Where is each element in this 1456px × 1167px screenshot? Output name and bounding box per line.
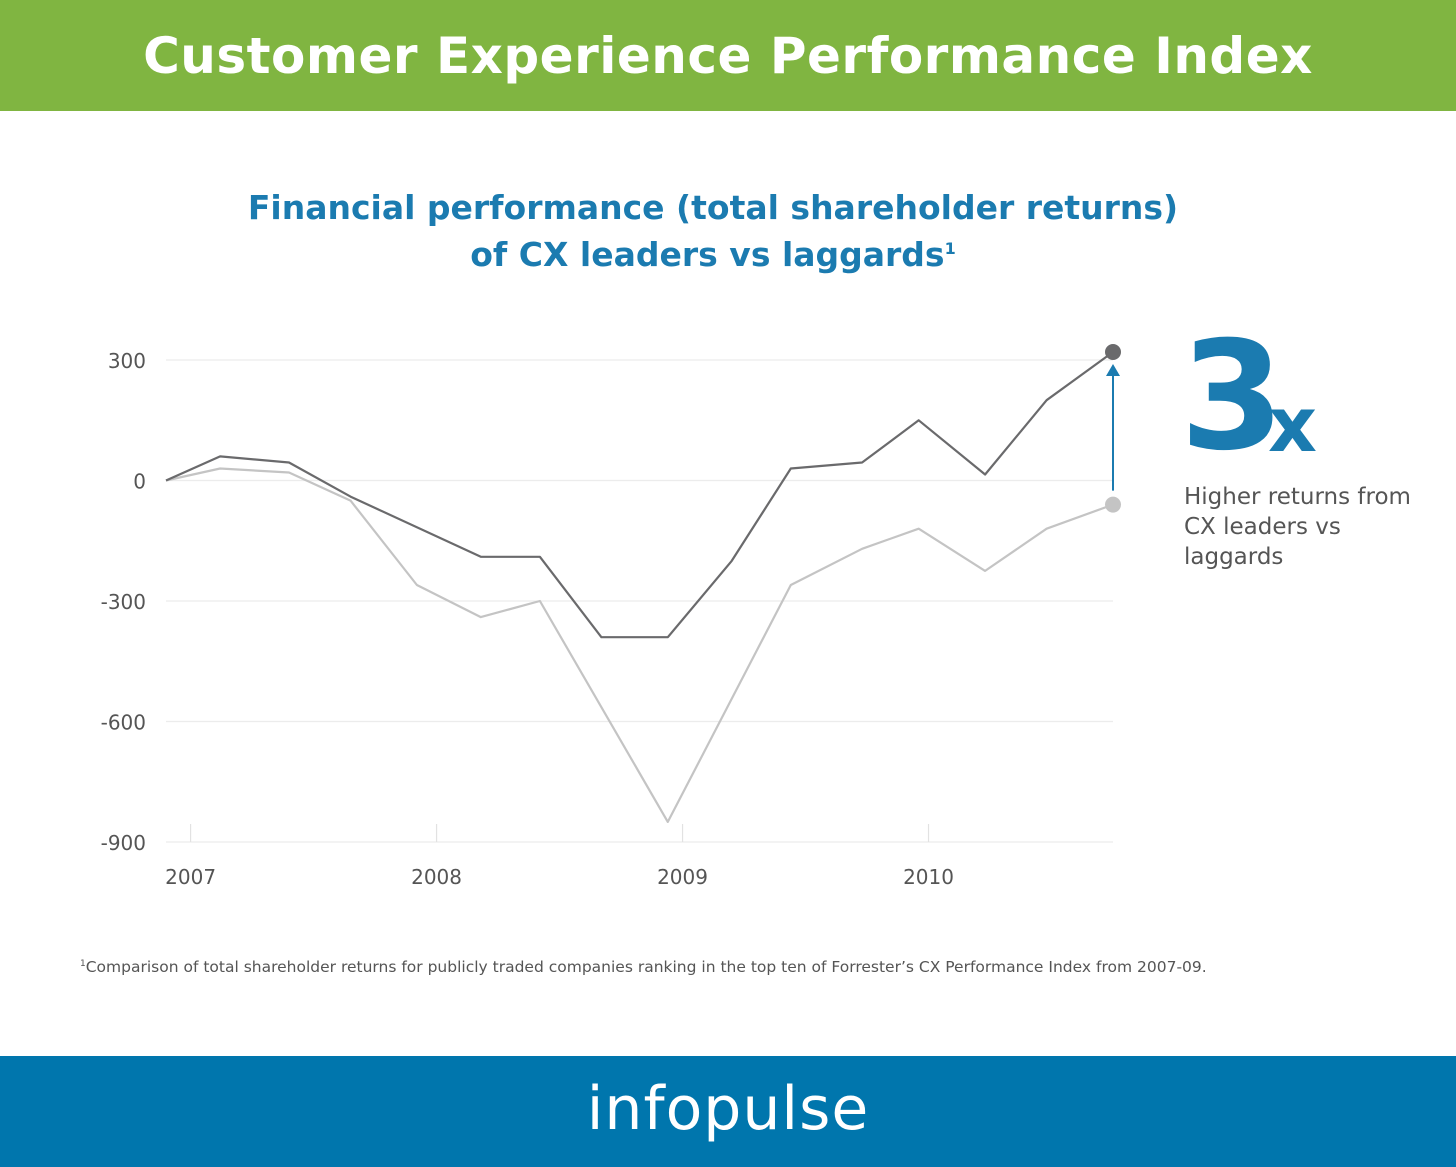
x-tick-label: 2009 xyxy=(657,865,708,889)
footnote: 1Comparison of total shareholder returns… xyxy=(80,958,1400,976)
grid-lines xyxy=(166,359,1113,843)
y-tick-label: 300 xyxy=(108,349,146,373)
comparison-arrow xyxy=(1106,364,1120,491)
footnote-text: Comparison of total shareholder returns … xyxy=(85,958,1207,976)
x-tick-label: 2007 xyxy=(165,865,216,889)
series-line-0 xyxy=(165,351,1114,639)
x-tick-label: 2008 xyxy=(411,865,462,889)
page-title: Customer Experience Performance Index xyxy=(143,26,1313,85)
chart-title: Financial performance (total shareholder… xyxy=(0,184,1426,278)
y-tick-label: -300 xyxy=(101,590,146,614)
series-line-1 xyxy=(165,467,1114,824)
footnote-marker: 1 xyxy=(80,958,86,969)
callout-number: 3 xyxy=(1180,310,1285,484)
infopulse-logo: infopulse xyxy=(586,1073,870,1144)
callout-description: Higher returns from CX leaders vs laggar… xyxy=(1184,484,1411,570)
axis-ticks: 300 0 -300 -600 -900 2007 2008 2009 2010 xyxy=(101,349,954,889)
series-end-point-0 xyxy=(1105,344,1121,360)
y-tick-label: -600 xyxy=(101,711,146,735)
footer-banner: infopulse xyxy=(0,1056,1456,1167)
callout-suffix: x xyxy=(1268,380,1318,469)
chart-title-footnote-marker: 1 xyxy=(944,239,956,258)
series-end-point-1 xyxy=(1105,496,1121,513)
chart-title-line-2-text: of CX leaders vs laggards xyxy=(470,235,945,274)
header-banner: Customer Experience Performance Index xyxy=(0,0,1456,111)
y-tick-label: 0 xyxy=(133,470,146,494)
x-tick-label: 2010 xyxy=(903,865,954,889)
chart-title-line-1: Financial performance (total shareholder… xyxy=(247,188,1179,227)
arrow-head xyxy=(1106,364,1120,376)
chart-title-line-2: of CX leaders vs laggards1 xyxy=(0,231,1426,278)
series-lines xyxy=(165,344,1121,824)
y-tick-label: -900 xyxy=(101,831,146,855)
